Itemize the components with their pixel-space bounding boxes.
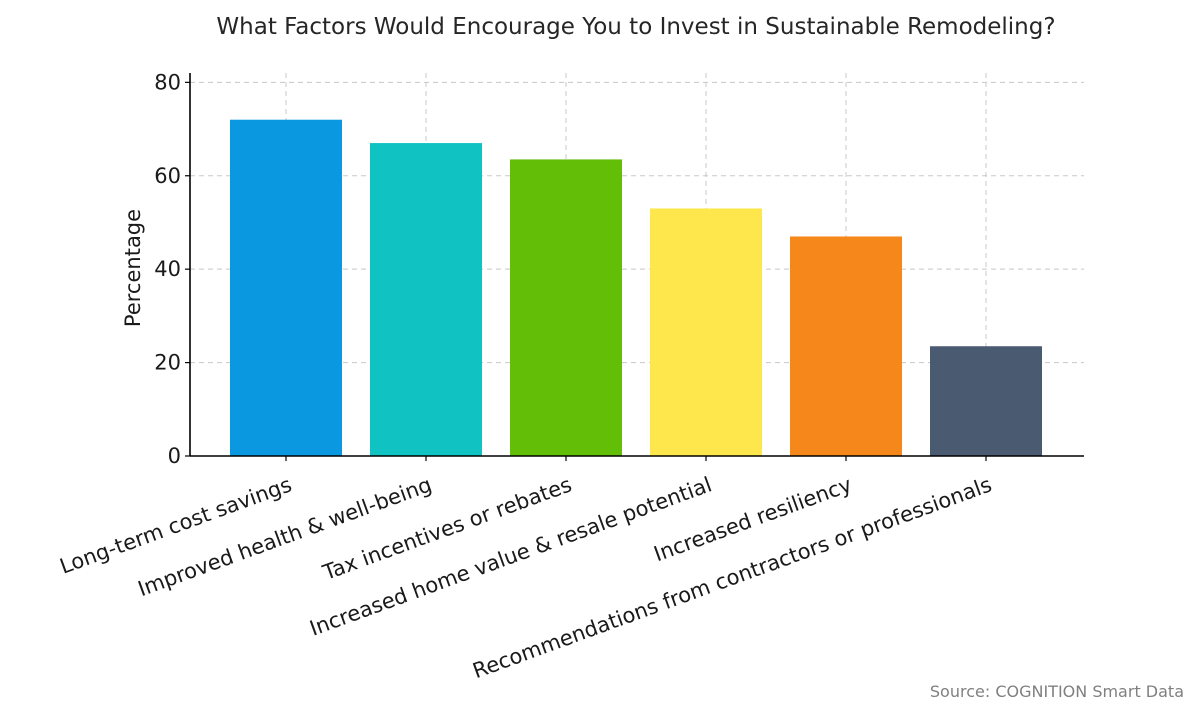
bar (790, 236, 902, 456)
y-ticks: 0 20 40 60 80 (154, 70, 190, 468)
bar (930, 346, 1042, 456)
bar (650, 208, 762, 456)
y-tick-label: 20 (154, 351, 181, 375)
axes (189, 73, 1084, 457)
chart-title: What Factors Would Encourage You to Inve… (216, 14, 1055, 40)
bar (370, 143, 482, 456)
bar (230, 119, 342, 457)
source-note: Source: COGNITION Smart Data (930, 682, 1184, 701)
y-tick-label: 80 (154, 70, 181, 94)
y-tick-label: 40 (154, 257, 181, 281)
y-tick-label: 0 (168, 444, 181, 468)
y-axis-label: Percentage (121, 209, 145, 327)
bars (230, 119, 1042, 457)
bar (510, 159, 622, 456)
y-tick-label: 60 (154, 164, 181, 188)
